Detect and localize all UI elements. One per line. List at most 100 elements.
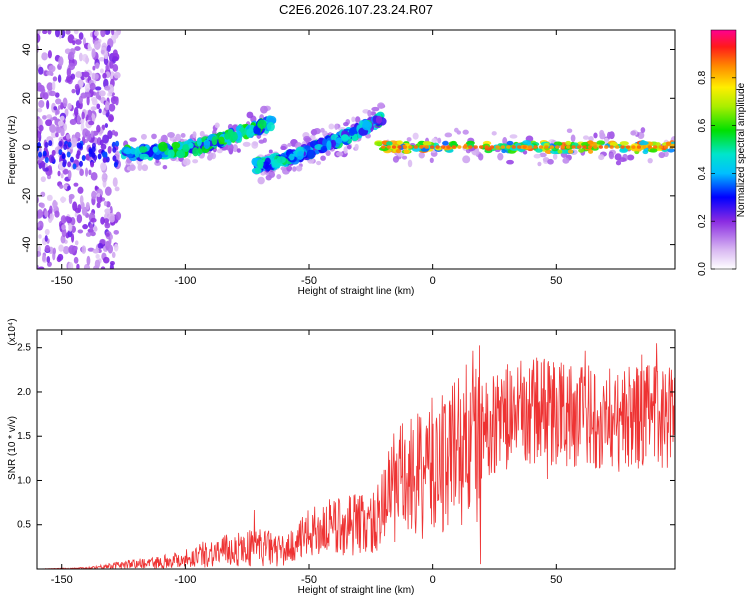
spectral-blob xyxy=(52,247,57,255)
spectral-blob xyxy=(52,199,58,209)
spectral-blob xyxy=(304,137,312,142)
spectral-blob xyxy=(615,160,622,166)
spectral-blob xyxy=(42,115,47,120)
snr-series-line xyxy=(37,343,675,569)
spectral-blob xyxy=(537,161,542,167)
spectral-blob xyxy=(44,156,49,163)
spectral-blob xyxy=(73,182,79,187)
spectral-blob xyxy=(251,141,259,149)
spectral-blob xyxy=(175,133,181,142)
spectral-blob xyxy=(608,152,615,160)
spectral-blob xyxy=(522,145,527,149)
spectral-blob xyxy=(91,96,98,103)
spectral-blob xyxy=(96,202,101,209)
spectral-blob xyxy=(326,140,332,151)
spectral-blob xyxy=(354,143,359,151)
spectral-blob xyxy=(412,147,421,152)
spectral-blob xyxy=(288,153,295,161)
spectral-blob xyxy=(598,154,605,161)
spectral-blob xyxy=(306,149,316,159)
spectral-blob xyxy=(565,140,572,146)
spectral-blob xyxy=(419,145,424,149)
spectral-blob xyxy=(68,245,76,255)
spectral-blob xyxy=(582,145,587,149)
spectral-blob xyxy=(109,234,113,240)
spectral-blob xyxy=(224,132,231,140)
colorbar-ticks: 0.0 0.2 0.4 0.6 0.8 xyxy=(697,70,736,276)
x-tick-label: 50 xyxy=(550,574,562,586)
spectral-blob xyxy=(103,57,109,66)
spectral-blob xyxy=(73,30,79,35)
spectral-blob xyxy=(103,51,109,60)
spectral-blob xyxy=(104,30,111,35)
spectral-blob xyxy=(91,146,96,153)
spectral-blob xyxy=(74,212,78,218)
spectral-blob xyxy=(42,30,48,35)
spectral-blob xyxy=(134,147,140,158)
x-tick-label: 50 xyxy=(550,275,562,287)
spectral-blob xyxy=(99,68,104,74)
spectral-blob xyxy=(565,145,571,149)
spectral-blob xyxy=(38,234,42,239)
spectral-blob xyxy=(88,169,92,176)
spectral-blob xyxy=(444,132,453,138)
spectral-blob xyxy=(79,80,84,88)
spectral-blob xyxy=(478,153,484,161)
spectral-blob xyxy=(90,161,95,168)
colorbar-scale xyxy=(710,29,737,270)
spectral-blob xyxy=(105,232,110,237)
spectral-blob xyxy=(562,157,570,164)
spectral-blob xyxy=(658,145,663,149)
spectral-blob xyxy=(68,195,73,204)
spectral-blob xyxy=(108,114,114,123)
spectral-blob xyxy=(256,158,264,169)
spectral-blob xyxy=(96,103,101,110)
spectral-blob xyxy=(192,147,199,157)
y-tick-label: -40 xyxy=(21,237,33,253)
spectral-blob xyxy=(255,167,261,174)
spectral-blob xyxy=(60,173,64,179)
spectral-blob xyxy=(424,145,429,149)
snr-y-ticks: 0.5 1.0 1.5 2.0 2.5 xyxy=(17,343,675,531)
spectral-blob xyxy=(196,137,202,147)
spectral-blob xyxy=(102,151,107,158)
spectral-blob xyxy=(454,127,459,133)
spectral-blob xyxy=(54,30,60,38)
spectral-blob xyxy=(555,145,560,149)
spectral-blob xyxy=(228,131,238,142)
spectral-blob xyxy=(103,218,110,224)
spectral-blob xyxy=(104,123,109,128)
spectral-blob xyxy=(544,145,549,149)
spectral-blob xyxy=(74,83,80,91)
spectral-blob xyxy=(78,160,83,167)
x-tick-label: -100 xyxy=(174,574,196,586)
spectral-blob xyxy=(57,120,64,127)
spectral-blob xyxy=(199,130,205,137)
spectral-blob xyxy=(429,145,435,149)
spectral-blob xyxy=(46,82,54,91)
spectral-blob xyxy=(391,145,397,149)
spectral-blob xyxy=(72,163,77,170)
snr-y-multiplier: (x10⁴) xyxy=(7,318,18,345)
spectral-blob xyxy=(110,35,118,40)
spectral-blob xyxy=(141,164,149,172)
spectral-blob xyxy=(94,185,98,190)
spectral-blob xyxy=(48,65,56,73)
spectral-blob xyxy=(85,55,89,65)
spectral-blob xyxy=(90,217,97,223)
spectral-blob xyxy=(114,186,120,192)
spectral-blob xyxy=(77,229,84,234)
spectral-blob xyxy=(67,185,71,191)
spectral-blob xyxy=(665,141,672,146)
spectral-blob xyxy=(587,140,594,145)
spectral-blob xyxy=(280,145,287,151)
spectral-blob xyxy=(336,151,344,157)
spectral-blob xyxy=(54,210,60,218)
colorbar-tick-label: 0.6 xyxy=(697,118,708,132)
spectral-blob xyxy=(246,111,254,119)
spectral-blob xyxy=(47,30,52,35)
spectral-blob xyxy=(45,119,53,127)
spectral-blob xyxy=(55,126,62,134)
spectral-blob xyxy=(109,60,114,69)
spectral-blob xyxy=(100,30,106,38)
